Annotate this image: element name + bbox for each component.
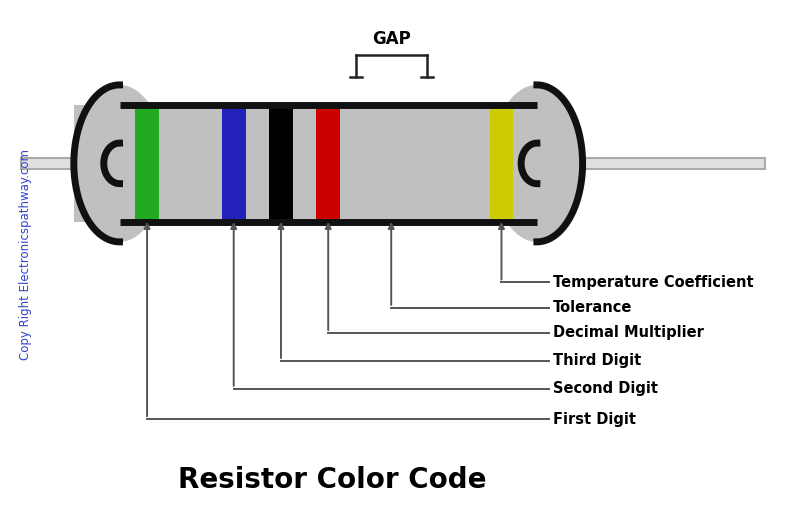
Text: First Digit: First Digit [552,411,635,427]
FancyBboxPatch shape [552,158,764,169]
Text: Second Digit: Second Digit [552,381,657,396]
Bar [269,105,292,221]
Text: Temperature Coefficient: Temperature Coefficient [552,275,752,290]
FancyBboxPatch shape [120,105,536,221]
Ellipse shape [491,85,582,242]
Bar [489,105,512,221]
Text: Copy Right Electronicspathway.com: Copy Right Electronicspathway.com [18,149,31,360]
Bar [74,105,120,221]
Bar [222,105,245,221]
Bar [135,105,159,221]
Text: Resistor Color Code: Resistor Color Code [177,466,486,494]
Bar [379,105,402,221]
FancyBboxPatch shape [21,158,112,169]
Ellipse shape [74,85,165,242]
Text: Third Digit: Third Digit [552,353,640,369]
Text: GAP: GAP [371,31,410,48]
Text: Decimal Multiplier: Decimal Multiplier [552,325,703,341]
Bar [316,105,340,221]
Text: Tolerance: Tolerance [552,300,631,315]
